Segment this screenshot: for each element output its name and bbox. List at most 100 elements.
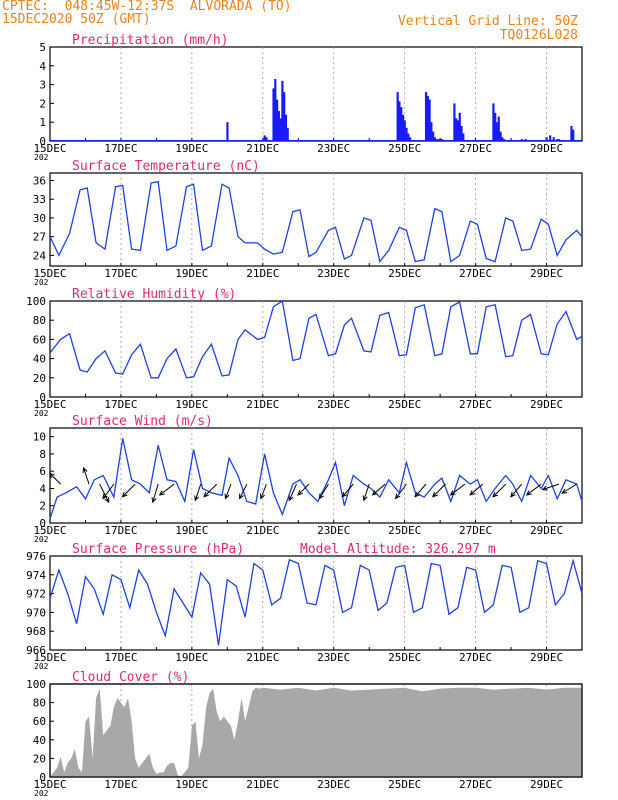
station-header: CPTEC: 048:45W-12:37S ALVORADA (TO) <box>2 0 292 14</box>
wind-arrow <box>492 483 507 498</box>
y-tick-label: 2 <box>39 500 46 513</box>
wind-arrow-head <box>158 490 165 496</box>
x-tick-label: 21DEC <box>246 651 279 664</box>
wind-arrow <box>542 483 560 491</box>
precip-bar <box>455 118 458 141</box>
wind-arrow-head <box>239 493 244 500</box>
precip-bar <box>433 137 437 141</box>
wind-arrow-head <box>48 472 55 479</box>
x-tick-label: 17DEC <box>104 267 137 280</box>
x-tick-label: 27DEC <box>459 524 492 537</box>
wind-arrow <box>122 483 136 498</box>
y-tick-label: 974 <box>26 569 46 582</box>
y-tick-label: 100 <box>26 295 46 308</box>
series-line-pres <box>49 558 583 646</box>
wind-arrow <box>432 483 446 498</box>
x-tick-label: 27DEC <box>459 778 492 791</box>
y-tick-label: 24 <box>33 249 47 262</box>
wind-arrow <box>469 483 484 496</box>
x-tick-label: 17DEC <box>104 142 137 155</box>
chart-title-precip: Precipitation (mm/h) <box>72 33 229 48</box>
precip-bar <box>274 78 277 141</box>
x-tick-label: 29DEC <box>530 142 563 155</box>
x-tick-label: 29DEC <box>530 651 563 664</box>
x-tick-label: 17DEC <box>104 651 137 664</box>
x-tick-label: 27DEC <box>459 142 492 155</box>
x-tick-label: 15DEC <box>33 142 66 155</box>
y-tick-label: 60 <box>33 333 46 346</box>
wind-arrow <box>526 483 542 496</box>
precip-bar <box>549 135 552 141</box>
x-tick-label: 19DEC <box>175 142 208 155</box>
wind-arrow <box>342 483 354 498</box>
wind-arrow-head <box>194 495 200 502</box>
precip-bar <box>499 131 502 141</box>
precip-bar <box>572 129 575 141</box>
precip-bar <box>408 137 412 141</box>
plot-frame-rh <box>49 300 583 398</box>
wind-arrow-head <box>432 491 438 498</box>
y-tick-label: 0 <box>39 771 46 784</box>
y-tick-label: 40 <box>33 353 46 366</box>
precip-bar <box>265 137 268 141</box>
wind-arrow-head <box>525 490 532 496</box>
wind-arrow-head <box>102 493 108 500</box>
x-tick-label: 21DEC <box>246 524 279 537</box>
x-year-stub: 202 <box>34 409 49 418</box>
precip-bar <box>462 133 465 141</box>
plot-frame-overlay <box>49 683 583 778</box>
wind-arrow <box>450 483 466 496</box>
wind-arrow-head <box>288 495 294 502</box>
wind-arrow <box>562 483 577 494</box>
wind-arrow-head <box>449 490 456 496</box>
y-tick-label: 966 <box>26 644 46 657</box>
y-tick-label: 80 <box>33 697 46 710</box>
x-year-stub: 202 <box>34 153 49 162</box>
precip-bar <box>430 122 433 141</box>
precip-bar <box>428 99 431 141</box>
x-tick-label: 19DEC <box>175 398 208 411</box>
y-tick-label: 4 <box>39 60 46 73</box>
precip-bar <box>424 92 428 141</box>
wind-arrow-head <box>203 491 209 498</box>
x-tick-label: 29DEC <box>530 398 563 411</box>
precip-bar <box>495 122 499 141</box>
x-tick-label: 23DEC <box>317 778 350 791</box>
x-tick-label: 17DEC <box>104 398 137 411</box>
x-tick-label: 21DEC <box>246 778 279 791</box>
y-tick-label: 36 <box>33 174 46 187</box>
series-line-temp <box>49 180 583 264</box>
precip-bar <box>405 127 408 141</box>
y-tick-label: 972 <box>26 588 46 601</box>
precip-bar <box>400 107 403 141</box>
x-tick-label: 19DEC <box>175 651 208 664</box>
wind-arrow <box>239 483 248 499</box>
y-tick-label: 4 <box>39 482 46 495</box>
y-tick-label: 33 <box>33 193 46 206</box>
x-tick-label: 23DEC <box>317 267 350 280</box>
chart-title-pres: Surface Pressure (hPa) <box>72 542 244 557</box>
precip-bar <box>426 95 429 141</box>
wind-arrow-head <box>510 491 516 498</box>
y-tick-label: 60 <box>33 715 46 728</box>
x-tick-label: 25DEC <box>388 524 421 537</box>
wind-arrow-head <box>224 493 230 500</box>
x-tick-label: 23DEC <box>317 524 350 537</box>
wind-arrow <box>83 467 90 485</box>
run-date: 15DEC2020 50Z (GMT) <box>2 12 151 27</box>
x-tick-label: 25DEC <box>388 651 421 664</box>
model-code: TQ0126L028 <box>499 28 578 43</box>
y-tick-label: 0 <box>39 517 46 530</box>
precip-bar <box>275 99 279 141</box>
wind-arrow-head <box>121 491 128 498</box>
wind-arrow <box>152 483 159 503</box>
x-tick-label: 17DEC <box>104 524 137 537</box>
wind-arrow-head <box>151 497 157 504</box>
wind-arrow <box>395 483 407 499</box>
y-tick-label: 40 <box>33 734 46 747</box>
x-tick-label: 25DEC <box>388 142 421 155</box>
wind-arrow <box>194 483 202 501</box>
model-altitude: Model Altitude: 326.297 m <box>300 542 496 557</box>
grid-line-note: Vertical Grid Line: 50Z <box>397 14 578 29</box>
wind-arrow <box>510 483 523 498</box>
